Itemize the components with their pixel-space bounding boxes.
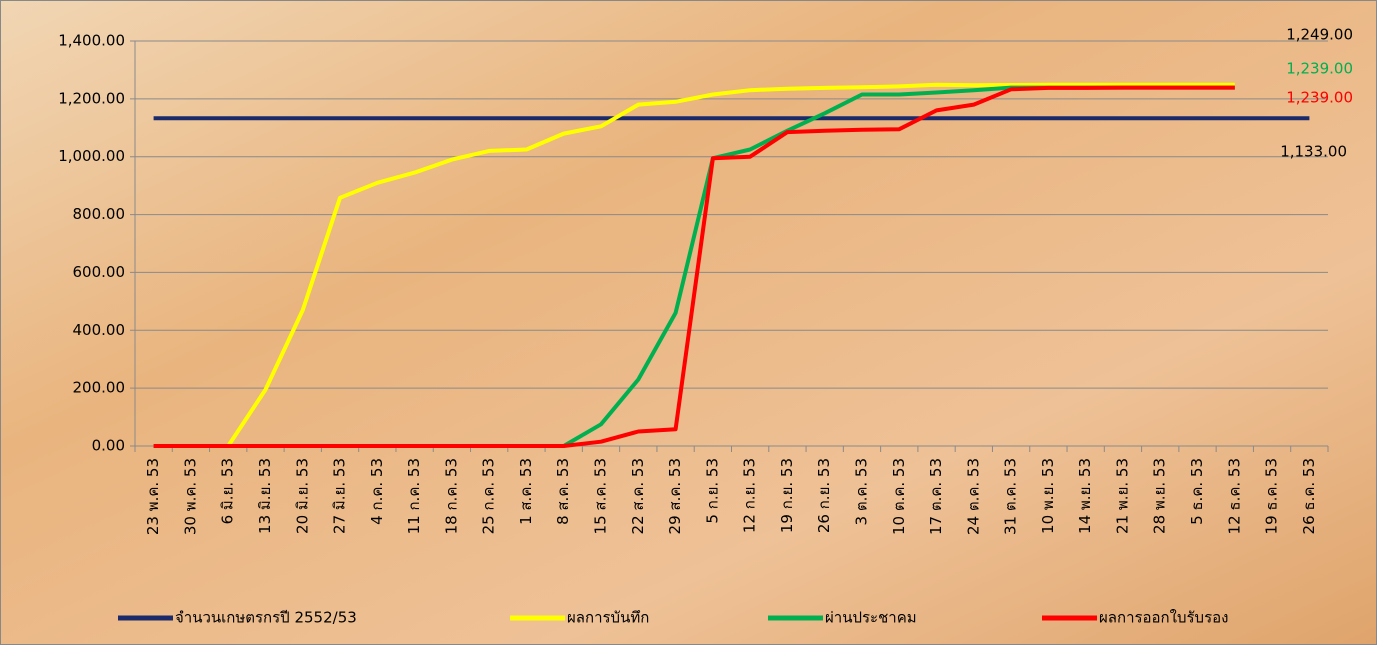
- x-tick-label: 8 ส.ค. 53: [554, 458, 572, 525]
- x-tick-label: 18 ก.ค. 53: [442, 458, 460, 534]
- x-tick-label: 15 ส.ค. 53: [592, 458, 610, 534]
- x-tick-label: 17 ต.ค. 53: [927, 458, 945, 535]
- x-tick-label: 5 ธ.ค. 53: [1188, 458, 1206, 525]
- x-tick-label: 28 พ.ย. 53: [1151, 458, 1169, 534]
- x-tick-label: 19 ธ.ค. 53: [1263, 458, 1281, 534]
- x-tick-label: 21 พ.ย. 53: [1113, 458, 1131, 534]
- y-tick-label: 200.00: [73, 379, 126, 397]
- x-tick-label: 13 มิ.ย. 53: [256, 458, 274, 534]
- y-tick-label: 1,000.00: [58, 147, 125, 165]
- y-tick-label: 1,400.00: [58, 32, 125, 50]
- x-tick-label: 30 พ.ค. 53: [181, 458, 199, 535]
- x-tick-label: 19 ก.ย. 53: [778, 458, 796, 533]
- series-line: [153, 85, 1235, 448]
- x-tick-label: 22 ส.ค. 53: [629, 458, 647, 534]
- legend-label: ผลการบันทึก: [567, 609, 649, 627]
- x-tick-label: 27 มิ.ย. 53: [331, 458, 349, 534]
- x-tick-label: 3 ต.ค. 53: [852, 458, 870, 525]
- x-tick-label: 12 ก.ย. 53: [741, 458, 759, 533]
- x-tick-label: 26 ธ.ค. 53: [1300, 458, 1318, 534]
- y-tick-label: 400.00: [73, 321, 126, 339]
- x-tick-label: 6 มิ.ย. 53: [219, 458, 237, 524]
- x-tick-label: 20 มิ.ย. 53: [293, 458, 311, 534]
- annotation: 1,239.00: [1286, 60, 1353, 78]
- x-tick-label: 1 ส.ค. 53: [517, 458, 535, 525]
- x-tick-label: 11 ก.ค. 53: [405, 458, 423, 534]
- x-tick-label: 31 ต.ค. 53: [1002, 458, 1020, 535]
- x-tick-label: 14 พ.ย. 53: [1076, 458, 1094, 534]
- legend-label: ผลการออกใบรับรอง: [1099, 609, 1228, 627]
- y-tick-label: 0.00: [92, 437, 125, 455]
- x-tick-label: 26 ก.ย. 53: [815, 458, 833, 533]
- x-tick-label: 5 ก.ย. 53: [703, 458, 721, 524]
- legend-label: จำนวนเกษตรกรปี 2552/53: [175, 609, 357, 627]
- x-tick-label: 25 ก.ค. 53: [480, 458, 498, 534]
- annotation: 1,239.00: [1286, 89, 1353, 107]
- annotation: 1,133.00: [1280, 143, 1347, 161]
- x-tick-label: 10 พ.ย. 53: [1039, 458, 1057, 534]
- y-tick-label: 800.00: [73, 205, 126, 223]
- legend-label: ผ่านประชาคม: [825, 609, 917, 627]
- x-tick-label: 23 พ.ค. 53: [144, 458, 162, 535]
- x-tick-label: 24 ต.ค. 53: [964, 458, 982, 535]
- series-line: [153, 82, 1235, 448]
- x-tick-label: 12 ธ.ค. 53: [1225, 458, 1243, 534]
- x-tick-label: 29 ส.ค. 53: [666, 458, 684, 534]
- x-tick-label: 4 ก.ค. 53: [368, 458, 386, 525]
- annotation: 1,249.00: [1286, 26, 1353, 44]
- x-tick-label: 10 ต.ค. 53: [890, 458, 908, 535]
- y-tick-label: 1,200.00: [58, 89, 125, 107]
- y-tick-label: 600.00: [73, 263, 126, 281]
